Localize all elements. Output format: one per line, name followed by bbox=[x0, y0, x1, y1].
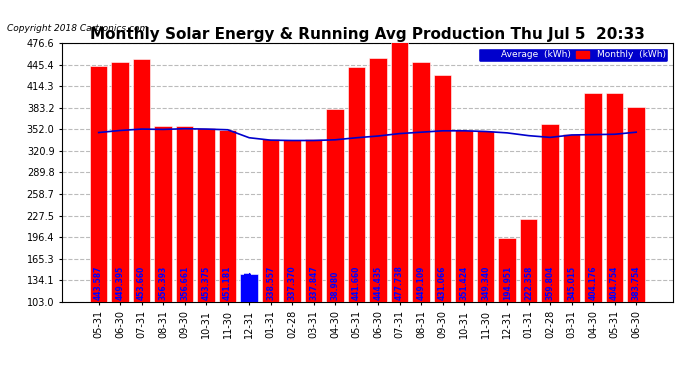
Bar bbox=[240, 273, 258, 302]
Text: 477.738: 477.738 bbox=[395, 265, 404, 300]
Bar bbox=[563, 134, 580, 302]
Text: 453.660: 453.660 bbox=[137, 266, 146, 300]
Text: 345.015: 345.015 bbox=[567, 266, 576, 300]
Bar bbox=[627, 107, 645, 302]
Bar bbox=[348, 68, 366, 302]
Text: 43.884: 43.884 bbox=[245, 270, 254, 300]
Text: 449.395: 449.395 bbox=[116, 266, 125, 300]
Bar bbox=[155, 126, 172, 302]
Text: 443.587: 443.587 bbox=[94, 265, 104, 300]
Bar bbox=[520, 219, 538, 302]
Bar bbox=[133, 59, 150, 302]
Bar bbox=[262, 139, 279, 302]
Bar bbox=[305, 139, 322, 302]
Text: 351.424: 351.424 bbox=[460, 266, 469, 300]
Bar bbox=[455, 130, 473, 302]
Bar bbox=[197, 129, 215, 302]
Text: 349.340: 349.340 bbox=[481, 266, 490, 300]
Text: 38.980: 38.980 bbox=[331, 270, 339, 300]
Text: 441.660: 441.660 bbox=[352, 266, 361, 300]
Text: Copyright 2018 Cartronics.com: Copyright 2018 Cartronics.com bbox=[7, 24, 148, 33]
Text: 338.557: 338.557 bbox=[266, 266, 275, 300]
Text: 359.804: 359.804 bbox=[546, 266, 555, 300]
Title: Monthly Solar Energy & Running Avg Production Thu Jul 5  20:33: Monthly Solar Energy & Running Avg Produ… bbox=[90, 27, 645, 42]
Bar bbox=[369, 58, 387, 302]
Text: 451.181: 451.181 bbox=[223, 266, 232, 300]
Text: 431.066: 431.066 bbox=[438, 266, 447, 300]
Legend: Average  (kWh), Monthly  (kWh): Average (kWh), Monthly (kWh) bbox=[478, 48, 668, 62]
Bar bbox=[326, 110, 344, 302]
Text: 453.375: 453.375 bbox=[201, 266, 210, 300]
Bar bbox=[542, 124, 559, 302]
Text: 194.951: 194.951 bbox=[503, 266, 512, 300]
Text: 222.358: 222.358 bbox=[524, 266, 533, 300]
Bar bbox=[391, 42, 408, 302]
Text: 404.176: 404.176 bbox=[589, 265, 598, 300]
Text: 404.754: 404.754 bbox=[610, 266, 619, 300]
Bar bbox=[284, 140, 301, 302]
Bar bbox=[176, 126, 193, 302]
Text: 356.393: 356.393 bbox=[159, 266, 168, 300]
Bar bbox=[111, 62, 129, 302]
Bar bbox=[413, 62, 430, 302]
Bar bbox=[584, 93, 602, 302]
Text: 337.847: 337.847 bbox=[309, 265, 318, 300]
Bar bbox=[434, 75, 451, 302]
Text: 383.754: 383.754 bbox=[631, 265, 641, 300]
Text: 337.370: 337.370 bbox=[288, 265, 297, 300]
Bar bbox=[219, 130, 237, 302]
Bar bbox=[477, 131, 495, 302]
Text: 356.661: 356.661 bbox=[180, 266, 189, 300]
Text: 444.435: 444.435 bbox=[374, 266, 383, 300]
Text: 449.109: 449.109 bbox=[417, 266, 426, 300]
Bar bbox=[90, 66, 108, 302]
Bar bbox=[498, 238, 516, 302]
Bar bbox=[606, 93, 624, 302]
